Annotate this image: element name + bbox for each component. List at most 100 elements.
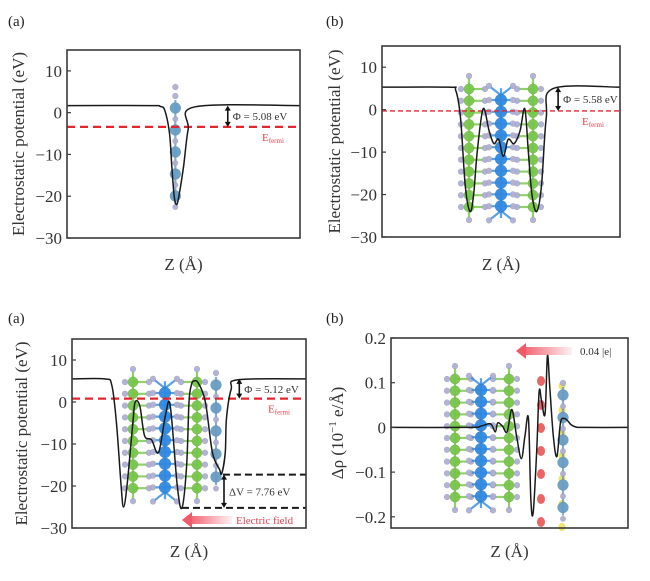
nitrogen-atom: [149, 460, 157, 468]
axes-frame: [71, 338, 307, 529]
green-atom: [191, 482, 203, 494]
green-atom: [449, 408, 461, 420]
nitrogen-atom: [201, 484, 209, 492]
electric-field-label: Electric field: [236, 515, 294, 527]
green-atom: [503, 397, 515, 409]
green-atom: [527, 83, 539, 95]
y-tick-label: 10: [50, 351, 67, 370]
panel-label: (a): [8, 311, 25, 327]
nitrogen-atom: [505, 362, 513, 370]
crystal-structure: [443, 362, 569, 531]
blue-atom: [158, 386, 172, 400]
x-axis-title: Z (Å): [482, 255, 520, 274]
nitrogen-atom: [509, 167, 517, 175]
charge-depletion-blob: [558, 523, 566, 531]
nitrogen-atom: [489, 445, 497, 453]
green-atom: [449, 479, 461, 491]
green-atom: [127, 459, 139, 471]
charge-accumulation-blob: [537, 469, 545, 479]
charge-accumulation-blob: [537, 423, 545, 433]
fermi-label: Efermi: [582, 116, 604, 129]
y-axis-title-superscript: −1: [327, 421, 339, 433]
nitrogen-atom: [489, 410, 497, 417]
nitrogen-atom: [529, 216, 537, 224]
blue-atom: [494, 164, 508, 178]
y-tick-label: 0: [59, 393, 68, 412]
nitrogen-atom: [485, 217, 493, 224]
green-atom: [463, 95, 475, 107]
teal-atom: [210, 471, 222, 483]
arrow-head-left: [516, 343, 526, 359]
arrow-head-up: [224, 105, 231, 111]
nitrogen-atom: [537, 85, 545, 93]
teal-atom: [169, 102, 182, 114]
teal-atom: [557, 479, 569, 491]
y-tick-label: −30: [40, 519, 67, 538]
nitrogen-atom: [149, 472, 157, 479]
nitrogen-atom: [457, 203, 465, 211]
green-atom: [127, 435, 139, 447]
nitrogen-atom: [509, 143, 517, 151]
nitrogen-atom: [485, 202, 493, 210]
y-tick-label: 0.2: [365, 329, 386, 348]
nitrogen-atom: [465, 398, 473, 406]
nitrogen-atom: [443, 411, 451, 418]
green-atom: [463, 83, 475, 95]
nitrogen-atom: [121, 378, 129, 386]
y-tick-label: −20: [350, 186, 377, 205]
nitrogen-atom: [149, 498, 157, 505]
fermi-label-subscript: fermi: [275, 409, 290, 417]
nitrogen-atom: [149, 413, 157, 420]
green-atom: [503, 373, 515, 385]
nitrogen-atom: [201, 378, 209, 386]
nitrogen-atom: [559, 403, 567, 410]
green-atom: [463, 166, 475, 178]
blue-atom: [474, 430, 488, 444]
charge-accumulation-blob: [537, 376, 545, 386]
nitrogen-atom: [513, 493, 521, 501]
green-atom: [191, 388, 203, 400]
green-atom: [503, 456, 515, 468]
series-line-delta_rho: [390, 354, 629, 517]
nitrogen-atom: [443, 458, 451, 465]
nitrogen-atom: [172, 83, 179, 91]
axes-frame: [390, 337, 629, 529]
blue-atom: [494, 117, 508, 130]
green-atom: [527, 142, 539, 154]
green-atom: [503, 479, 515, 491]
nitrogen-atom: [212, 485, 220, 492]
green-atom: [127, 376, 139, 388]
nitrogen-atom: [513, 387, 521, 395]
nitrogen-atom: [149, 389, 157, 397]
nitrogen-atom: [121, 414, 129, 421]
nitrogen-atom: [513, 458, 521, 465]
nitrogen-atom: [457, 85, 465, 93]
nitrogen-atom: [172, 115, 179, 123]
blue-atom: [158, 398, 172, 412]
nitrogen-atom: [509, 120, 517, 127]
nitrogen-atom: [149, 401, 157, 409]
blue-atom: [474, 454, 488, 468]
y-tick-label: 10: [45, 62, 62, 81]
blue-atom: [494, 93, 508, 107]
nitrogen-atom: [509, 179, 517, 186]
nitrogen-atom: [485, 155, 493, 163]
charge-accumulation-blob: [537, 446, 545, 456]
fermi-label: Efermi: [268, 404, 290, 417]
nitrogen-atom: [443, 470, 451, 477]
blue-atom: [158, 422, 172, 435]
blue-atom: [474, 466, 488, 479]
nitrogen-atom: [443, 422, 451, 430]
y-tick-label: 0: [378, 418, 387, 437]
nitrogen-atom: [489, 433, 497, 441]
teal-atom: [210, 402, 222, 414]
panel-top-b: (b) Efermi Φ = 5.58 eV 10 0 −10 −20 −30 Z (Å) Ele…: [325, 14, 621, 274]
axes-frame: [381, 45, 621, 238]
green-atom: [503, 491, 515, 503]
nitrogen-atom: [457, 168, 465, 175]
green-atom: [463, 107, 475, 119]
crystal-structure: [121, 365, 222, 505]
green-atom: [527, 95, 539, 107]
x-axis-title: Z (Å): [164, 255, 202, 274]
nitrogen-atom: [212, 416, 220, 423]
